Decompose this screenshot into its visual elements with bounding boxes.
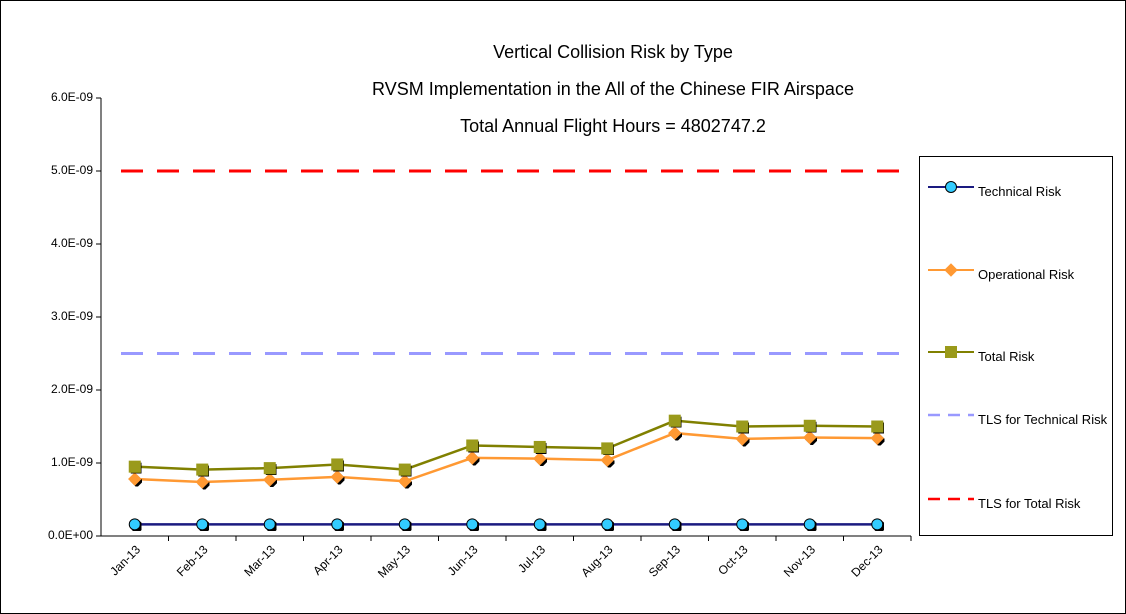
data-point <box>803 430 817 445</box>
legend-marker <box>945 181 957 193</box>
x-tick-label: Nov-13 <box>781 542 818 579</box>
legend: Technical Risk Operational Risk Total Risk… <box>919 156 1113 536</box>
data-point <box>533 451 547 466</box>
x-tick-label: Oct-13 <box>715 542 751 578</box>
legend-swatch <box>928 181 974 193</box>
data-point <box>398 518 411 531</box>
chart-title: Total Annual Flight Hours = 4802747.2 <box>460 116 766 136</box>
data-point <box>465 451 479 465</box>
data-point <box>331 518 344 531</box>
series-line <box>134 431 878 484</box>
data-point <box>330 470 344 484</box>
legend-item: TLS for Technical Risk <box>920 395 1114 435</box>
data-point <box>128 518 141 531</box>
legend-item: Operational Risk <box>920 250 1114 290</box>
data-point <box>128 472 142 486</box>
x-tick-label: Jan-13 <box>107 542 143 578</box>
x-tick-label: Sep-13 <box>646 542 683 579</box>
legend-swatch <box>928 413 974 417</box>
legend-label: Total Risk <box>978 349 1035 364</box>
data-point <box>601 442 614 455</box>
legend-swatch <box>928 497 974 501</box>
x-tick-label: Aug-13 <box>578 542 615 579</box>
y-tick-label: 6.0E-09 <box>51 90 93 104</box>
x-tick-label: Dec-13 <box>848 542 885 579</box>
data-point <box>398 463 411 476</box>
legend-label: TLS for Technical Risk <box>978 412 1108 427</box>
legend-swatch <box>928 346 974 358</box>
data-point <box>668 426 682 440</box>
data-point <box>533 440 546 453</box>
data-point <box>601 518 614 531</box>
data-point <box>533 518 546 531</box>
legend-label: TLS for Total Risk <box>978 496 1081 511</box>
data-point <box>466 439 479 452</box>
data-point <box>871 420 884 433</box>
data-point <box>803 518 816 531</box>
legend-label: Technical Risk <box>978 184 1062 199</box>
data-point <box>196 518 209 531</box>
data-point <box>668 414 681 427</box>
y-tick-label: 3.0E-09 <box>51 309 93 323</box>
legend-item: Total Risk <box>920 332 1114 372</box>
y-tick-label: 1.0E-09 <box>51 455 93 469</box>
data-point <box>195 475 209 489</box>
legend-marker <box>944 263 958 277</box>
data-point <box>128 460 141 473</box>
legend-label: Operational Risk <box>978 267 1075 282</box>
chart-title: RVSM Implementation in the All of the Ch… <box>372 79 854 99</box>
data-point <box>736 420 749 433</box>
legend-marker <box>945 346 957 358</box>
legend-swatch <box>928 263 974 277</box>
legend-item: Technical Risk <box>920 167 1114 207</box>
data-point <box>803 419 816 432</box>
data-point <box>600 453 614 467</box>
data-point <box>196 463 209 476</box>
data-point <box>263 462 276 475</box>
x-tick-label: Jul-13 <box>515 542 548 575</box>
y-tick-label: 4.0E-09 <box>51 236 93 250</box>
data-point <box>735 432 749 446</box>
legend-item: TLS for Total Risk <box>920 479 1114 519</box>
data-point <box>668 518 681 531</box>
data-point <box>263 473 277 487</box>
x-tick-label: Mar-13 <box>241 542 278 579</box>
data-point <box>263 518 276 531</box>
data-point <box>466 518 479 531</box>
data-point <box>331 458 344 471</box>
x-tick-label: Apr-13 <box>310 542 346 578</box>
x-tick-label: Jun-13 <box>445 542 481 578</box>
y-tick-label: 5.0E-09 <box>51 163 93 177</box>
data-point <box>736 518 749 531</box>
y-tick-label: 2.0E-09 <box>51 382 93 396</box>
chart-title: Vertical Collision Risk by Type <box>493 42 733 62</box>
data-point <box>871 518 884 531</box>
series-line <box>134 419 878 471</box>
data-point <box>870 431 884 445</box>
x-tick-label: Feb-13 <box>174 542 211 579</box>
x-tick-label: May-13 <box>375 542 413 580</box>
y-tick-label: 0.0E+00 <box>48 528 93 542</box>
data-point <box>398 474 412 488</box>
